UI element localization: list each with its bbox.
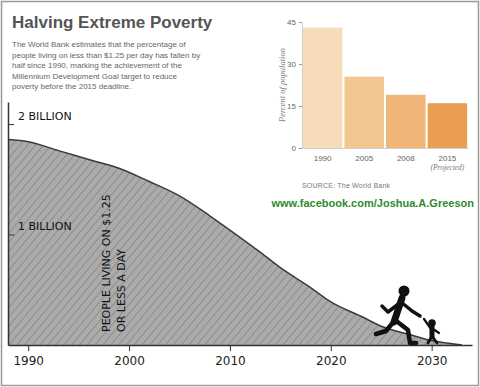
frame xyxy=(2,2,479,386)
axis-line xyxy=(9,345,473,347)
credit: www.facebook.com/Joshua.A.Greeson xyxy=(270,197,474,209)
area xyxy=(8,140,462,345)
tick-mark xyxy=(299,148,302,149)
tick-label: 15 xyxy=(287,102,296,111)
tick-mark xyxy=(8,235,14,236)
tick-label: 1990 xyxy=(314,154,332,163)
tick: 2008 xyxy=(397,154,415,163)
tick-label: 2005 xyxy=(355,154,373,163)
title: Halving Extreme Poverty xyxy=(12,13,213,32)
tick-mark xyxy=(299,64,302,65)
axis-line xyxy=(302,23,303,149)
tick: 2000 xyxy=(114,345,145,368)
x-axis: 1990 2000 2010 2020 2030 xyxy=(9,345,473,368)
tick-mark xyxy=(8,124,14,125)
annotation: OR LESS A DAY xyxy=(115,249,128,332)
annotation: PEOPLE LIVING ON $1.25 xyxy=(100,194,113,332)
tick-label: 2008 xyxy=(397,154,415,163)
tick-label: 0 xyxy=(292,144,297,153)
tick-mark xyxy=(299,22,302,23)
x-axis: 1990 2005 2008 2015 xyxy=(303,149,469,163)
tick: 0 xyxy=(292,144,302,153)
y-axis: 0 15 30 45 xyxy=(287,18,302,153)
subtitle: people living on less than $1.25 per day… xyxy=(12,51,200,60)
tick-label: 2030 xyxy=(417,354,448,368)
bars xyxy=(303,28,467,148)
tick-label: 1 BILLION xyxy=(18,220,72,233)
tick: 30 xyxy=(287,60,302,69)
tick-label: 2000 xyxy=(114,354,145,368)
tick: 2015 xyxy=(439,154,457,163)
area-outline xyxy=(8,140,462,345)
tick-label: 2010 xyxy=(215,354,246,368)
tick: 1 BILLION xyxy=(8,220,72,235)
subtitle: half since 1990, marking the achievement… xyxy=(12,61,182,70)
tick-mark xyxy=(230,345,231,351)
tick-label: 45 xyxy=(287,18,296,27)
tick-mark xyxy=(129,345,130,351)
tick: 2030 xyxy=(417,345,448,368)
bar xyxy=(344,77,384,148)
source: SOURCE: The World Bank xyxy=(302,182,390,189)
tick-label: 1990 xyxy=(13,354,44,368)
subtitle: Millennium Development Goal target to re… xyxy=(12,72,178,81)
tick-mark xyxy=(28,345,29,351)
tick: 2010 xyxy=(215,345,246,368)
bar xyxy=(386,95,426,148)
axis-line xyxy=(303,148,469,149)
tick-mark xyxy=(299,106,302,107)
tick: 2005 xyxy=(355,154,373,163)
tick-mark xyxy=(432,345,433,351)
silhouette xyxy=(376,286,439,344)
tick: 2 BILLION xyxy=(8,110,72,125)
tick: 15 xyxy=(287,102,302,111)
annotation: (Projected) xyxy=(430,163,464,172)
subtitle: The World Bank estimates that the percen… xyxy=(12,40,187,49)
tick: 1990 xyxy=(13,345,44,368)
tick-mark xyxy=(331,345,332,351)
plot-area xyxy=(8,140,462,345)
axis-line xyxy=(8,103,10,346)
tick: 45 xyxy=(287,18,302,27)
bar xyxy=(428,103,468,148)
y-axis: 1 BILLION 2 BILLION xyxy=(8,103,72,346)
bar xyxy=(303,28,343,148)
tick-label: 2 BILLION xyxy=(18,110,72,123)
tick: 1990 xyxy=(314,154,332,163)
tick-label: 30 xyxy=(287,60,296,69)
subtitle: poverty before the 2015 deadline. xyxy=(12,82,131,91)
tick-label: 2015 xyxy=(439,154,457,163)
tick: 2020 xyxy=(316,345,347,368)
tick-label: 2020 xyxy=(316,354,347,368)
y-axis-title: Percent of population xyxy=(277,48,287,123)
chart-root: 1990 2000 2010 2020 2030 1 BILLION 2 BILLION PE… xyxy=(0,0,480,387)
